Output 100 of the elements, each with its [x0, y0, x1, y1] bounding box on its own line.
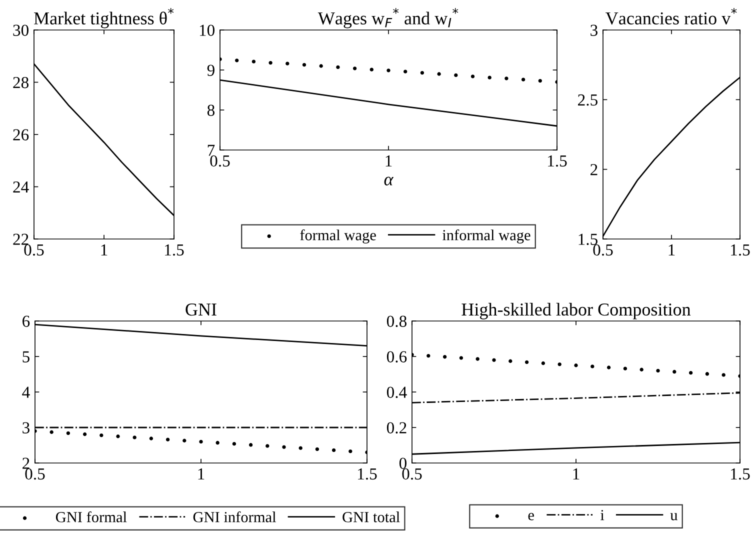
legend-label: GNI formal	[56, 511, 127, 522]
y-tick-label: 7	[208, 144, 215, 156]
point	[149, 436, 154, 440]
chart-title: GNI	[186, 303, 216, 316]
point	[538, 78, 542, 83]
point	[420, 70, 424, 75]
y-tick-label: 30	[13, 24, 29, 36]
point	[315, 447, 320, 451]
point	[266, 444, 270, 448]
y-tick-label: 0.2	[386, 422, 406, 434]
x-tick-label: 0.5	[593, 244, 613, 256]
point	[623, 366, 628, 370]
point	[66, 431, 70, 436]
y-tick-label: 24	[13, 181, 29, 193]
point	[252, 60, 256, 64]
point	[268, 60, 272, 65]
y-tick-label: 9	[207, 64, 214, 76]
point	[232, 442, 236, 446]
x-tick-label: 1.5	[165, 244, 184, 256]
point	[216, 440, 220, 445]
point	[426, 354, 430, 358]
point	[524, 360, 529, 364]
y-tick-label: 6	[22, 316, 30, 327]
point	[386, 68, 390, 72]
x-tick-label: 1	[101, 244, 108, 256]
y-tick-label: 0.6	[386, 351, 407, 363]
point	[336, 65, 340, 70]
point	[476, 357, 480, 361]
x-tick-label: 0.5	[402, 468, 422, 480]
y-tick-label: 8	[207, 104, 215, 116]
point	[541, 361, 546, 366]
x-tick-label: 1	[573, 468, 580, 480]
y-tick-label: 0	[399, 458, 407, 469]
chart-title: High-skilled labor Composition	[462, 302, 691, 320]
point	[348, 449, 352, 454]
point	[199, 440, 203, 444]
point	[82, 432, 87, 436]
point	[248, 443, 253, 447]
y-tick-label: 10	[200, 24, 215, 36]
point	[590, 364, 594, 368]
legend-label: formal wage	[300, 229, 376, 244]
y-tick-label: 22	[13, 234, 28, 245]
chart-title: Market tightness θ$^{*}$	[34, 8, 174, 28]
point	[521, 78, 526, 82]
legend-label: GNI total	[342, 512, 400, 522]
y-tick-label: 5	[22, 351, 30, 362]
x-tick-label: 1	[386, 155, 392, 166]
point	[437, 72, 441, 76]
point	[492, 358, 496, 362]
point	[558, 362, 562, 366]
y-tick-label: 0.8	[386, 316, 407, 328]
point	[282, 445, 286, 449]
y-tick-label: 0.4	[386, 386, 407, 398]
y-tick-label: 2	[590, 164, 598, 176]
legend-label: u	[670, 513, 678, 520]
point	[319, 64, 323, 68]
x-tick-label: 1.5	[731, 468, 750, 480]
legend-label: GNI informal	[193, 511, 276, 522]
y-tick-label: 2	[22, 458, 30, 469]
point	[470, 74, 475, 78]
point	[235, 58, 239, 62]
point	[298, 446, 302, 450]
point	[656, 368, 660, 373]
y-tick-label: 3	[22, 422, 30, 434]
chart-title: Vacancies ratio v$^{*}$	[606, 8, 737, 25]
x-tick-label: 0.5	[25, 468, 45, 480]
legend-label: informal wage	[442, 229, 530, 244]
chart-title: Wages w$_{F}$$^{*}$ and w$_{I}$$^{*}$	[318, 8, 458, 28]
point	[688, 370, 693, 375]
y-tick-label: 4	[22, 386, 30, 398]
point	[504, 76, 508, 80]
y-tick-label: 28	[13, 76, 29, 88]
point	[50, 430, 54, 434]
point	[166, 438, 170, 442]
x-tick-label: 1	[198, 468, 204, 480]
legend-label: e	[528, 512, 534, 520]
point	[672, 370, 676, 374]
point	[132, 436, 136, 440]
y-tick-label: 3	[590, 24, 598, 36]
point	[286, 62, 290, 66]
point	[352, 66, 357, 70]
y-tick-label: 26	[13, 129, 29, 140]
point	[116, 434, 120, 438]
x-tick-label: 1.5	[548, 155, 567, 167]
point	[640, 368, 644, 372]
x-tick-label: 1.5	[731, 244, 750, 256]
point	[606, 366, 611, 370]
x-tick-label: 0.5	[24, 244, 44, 256]
x-axis-title: α	[384, 176, 394, 186]
point	[488, 76, 492, 80]
point	[332, 448, 336, 452]
point	[100, 433, 104, 438]
x-tick-label: 1	[668, 244, 675, 256]
point	[182, 438, 186, 442]
point	[705, 372, 710, 376]
point	[508, 359, 512, 363]
point	[442, 355, 447, 359]
y-tick-label: 1.5	[578, 234, 598, 246]
point	[454, 73, 458, 78]
point	[370, 68, 374, 72]
